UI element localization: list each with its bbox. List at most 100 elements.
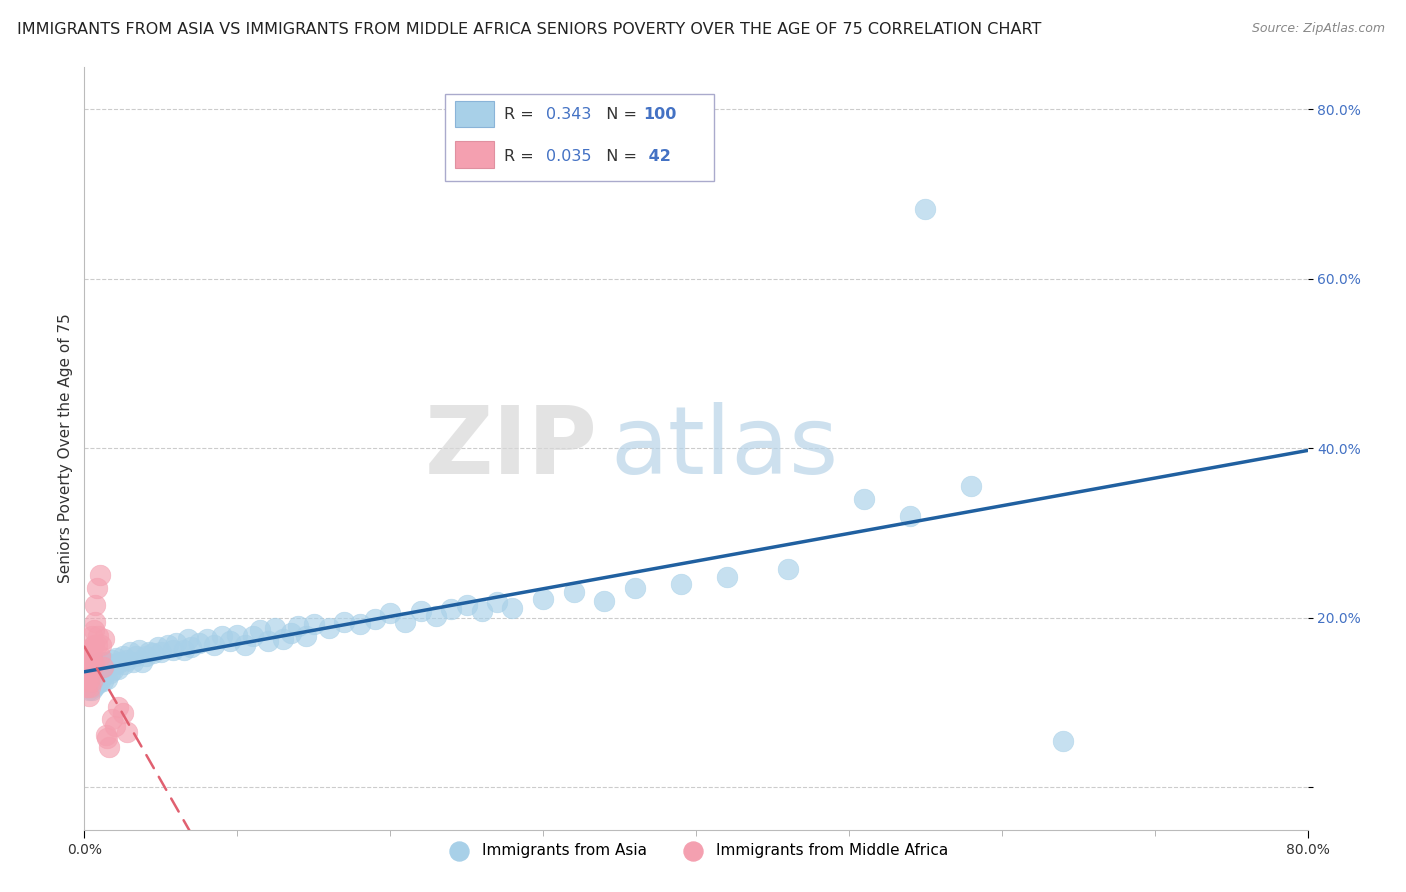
Point [111,706,134,720]
Point [157,638,180,652]
Point [195,632,218,646]
Y-axis label: Seniors Poverty Over the Age of 75: Seniors Poverty Over the Age of 75 [58,313,73,583]
Point [456,598,478,612]
Point [105,651,128,665]
Point [83,638,105,652]
Point [76,657,98,672]
Point [394,615,416,629]
Point [287,619,309,633]
Point [80,660,103,674]
Text: 0.035: 0.035 [546,149,591,163]
Text: ZIP: ZIP [425,402,598,494]
Point [593,594,616,608]
Point [104,657,127,672]
Point [531,592,554,607]
Point [91,674,114,689]
Point [202,638,225,652]
Point [502,600,524,615]
Point [79,674,101,689]
Point [364,612,387,626]
Point [77,661,100,675]
Text: IMMIGRANTS FROM ASIA VS IMMIGRANTS FROM MIDDLE AFRICA SENIORS POVERTY OVER THE A: IMMIGRANTS FROM ASIA VS IMMIGRANTS FROM … [17,22,1042,37]
Point [264,621,287,635]
Point [135,648,157,663]
Point [89,657,111,672]
Point [107,699,129,714]
Point [83,665,105,680]
Point [173,643,195,657]
Point [83,657,105,672]
Point [120,644,142,658]
Point [295,629,318,643]
Point [89,568,111,582]
Text: N =: N = [596,107,641,122]
Point [91,663,114,677]
Point [76,680,98,694]
Point [103,663,125,677]
Point [624,581,647,595]
Point [131,655,153,669]
Point [440,602,463,616]
Point [188,636,211,650]
Point [90,638,112,652]
Point [125,648,148,663]
Point [98,665,121,680]
Point [165,636,187,650]
Point [257,634,280,648]
Point [77,643,100,657]
Point [180,640,202,655]
Point [1052,733,1074,747]
Point [107,661,129,675]
Text: 0.343: 0.343 [546,107,591,122]
Point [486,595,509,609]
Point [77,689,100,703]
Point [86,638,108,652]
Point [898,508,921,523]
Point [271,632,294,646]
Point [425,609,447,624]
Point [76,665,98,680]
Point [86,667,108,681]
Point [115,653,138,667]
Point [716,570,738,584]
Point [146,640,169,655]
Point [101,653,124,667]
Point [914,202,936,217]
Point [80,678,103,692]
Point [776,561,799,575]
Point [218,634,240,648]
Point [77,655,100,669]
Point [960,479,983,493]
Point [80,661,103,675]
Point [80,682,103,697]
Point [115,725,138,739]
Point [86,581,108,595]
Point [80,651,103,665]
Point [226,628,249,642]
Point [84,615,107,629]
Point [76,670,98,684]
Point [79,665,101,680]
Point [84,672,107,686]
Text: R =: R = [503,149,538,163]
Point [79,672,101,686]
Point [409,604,432,618]
Point [87,672,110,686]
Point [101,712,124,726]
Point [76,648,98,663]
Text: R =: R = [503,107,538,122]
Point [249,624,271,638]
Point [79,657,101,672]
Point [94,655,117,669]
Point [233,638,256,652]
Point [93,660,115,674]
Point [79,663,101,677]
Point [349,617,371,632]
Point [380,607,402,621]
Point [97,739,120,754]
Point [89,674,111,689]
Point [302,617,325,632]
Point [89,665,111,680]
Point [242,629,264,643]
Point [91,660,114,674]
